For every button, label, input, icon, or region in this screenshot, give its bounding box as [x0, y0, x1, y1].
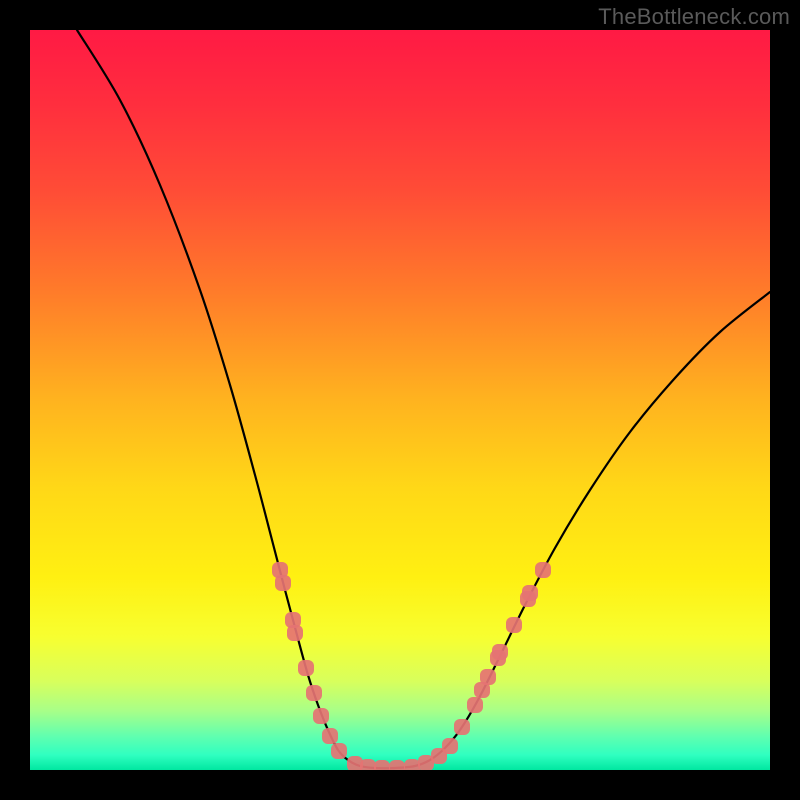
chart-svg	[0, 0, 800, 800]
data-marker	[480, 669, 496, 685]
data-marker	[287, 625, 303, 641]
data-marker	[506, 617, 522, 633]
data-marker	[322, 728, 338, 744]
data-marker	[454, 719, 470, 735]
data-marker	[535, 562, 551, 578]
data-marker	[467, 697, 483, 713]
data-marker	[313, 708, 329, 724]
data-marker	[360, 759, 376, 775]
data-marker	[306, 685, 322, 701]
data-marker	[492, 644, 508, 660]
data-marker	[275, 575, 291, 591]
data-marker	[522, 585, 538, 601]
data-marker	[331, 743, 347, 759]
data-marker	[389, 760, 405, 776]
data-marker	[442, 738, 458, 754]
chart-container: TheBottleneck.com	[0, 0, 800, 800]
data-marker	[404, 759, 420, 775]
data-marker	[298, 660, 314, 676]
data-marker	[374, 760, 390, 776]
